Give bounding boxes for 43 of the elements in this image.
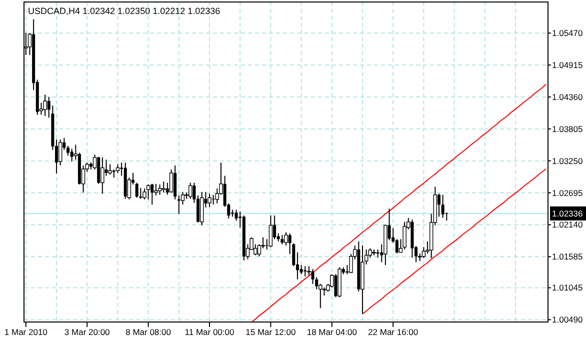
x-tick-label: 15 Mar 12:00: [246, 327, 296, 337]
candlestick: [70, 148, 74, 162]
x-tick-label: 22 Mar 16:00: [368, 327, 418, 337]
candlestick: [208, 193, 212, 208]
candlestick: [174, 164, 177, 200]
y-tick-label: 1.01585: [552, 252, 583, 262]
y-tick-label: 1.04915: [552, 60, 583, 70]
x-tick-label: 3 Mar 20:00: [64, 327, 110, 337]
candlestick: [395, 238, 398, 254]
y-tick-label: 1.01045: [552, 282, 583, 293]
y-tick-label: 1.00490: [552, 314, 583, 325]
x-tick-label: 18 Mar 04:00: [306, 327, 358, 337]
candlestick: [441, 194, 444, 218]
x-tick-label: 1 Mar 2010: [4, 327, 48, 337]
candlestick: [402, 221, 406, 250]
candlestick: [43, 94, 47, 116]
candlestick: [158, 184, 162, 196]
candlestick: [100, 156, 104, 194]
y-tick-label: 1.03250: [552, 156, 583, 166]
x-tick-label: 8 Mar 08:00: [126, 327, 172, 337]
candlestick: [108, 164, 112, 176]
candlestick: [142, 188, 146, 200]
y-tick-label: 1.02695: [552, 188, 583, 198]
candlestick: [280, 234, 284, 245]
candlestick: [162, 181, 166, 194]
candlestick: [300, 264, 303, 275]
ref-line-label: 1.02336: [552, 208, 583, 218]
candlestick: [304, 266, 307, 278]
line-series: [251, 84, 547, 322]
y-tick-label: 1.02140: [552, 220, 583, 230]
candlestick: [135, 182, 138, 198]
y-tick-label: 1.05470: [552, 28, 583, 38]
candlestick: [146, 184, 150, 200]
line-series: [362, 168, 547, 314]
y-tick-label: 1.04360: [552, 92, 583, 102]
text: USDCAD,H4 1.02342 1.02350 1.02212 1.02336: [28, 6, 220, 16]
candlestick: [188, 182, 192, 200]
candlestick: [150, 183, 154, 206]
y-tick-label: 1.03805: [552, 124, 583, 134]
candlestick: [268, 215, 273, 248]
candlestick: [311, 268, 314, 285]
x-tick-label: 11 Mar 00:00: [184, 327, 234, 337]
candlestick: [66, 145, 70, 156]
